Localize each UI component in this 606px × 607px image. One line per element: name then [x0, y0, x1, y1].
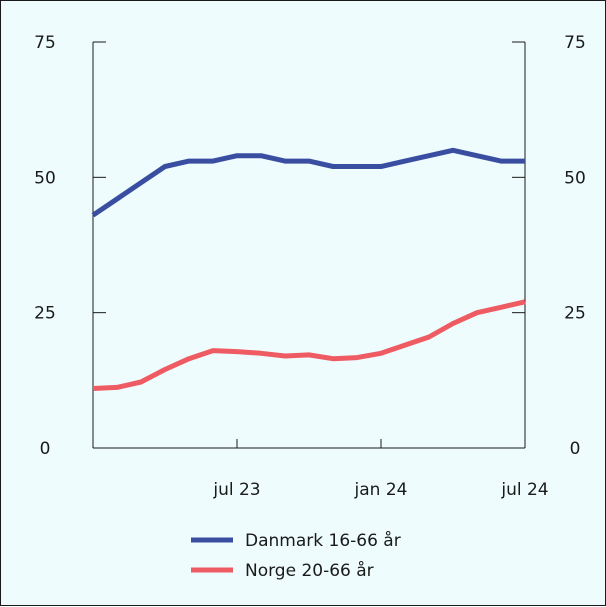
chart-axes: 0 0 25 25 50 50 75 75 jul 23 jan 24 jul 24	[34, 33, 586, 500]
legend-label-1: Norge 20-66 år	[245, 560, 374, 581]
x-tick-label: jul 23	[212, 480, 260, 500]
y-tick-label-left: 50	[34, 168, 56, 188]
y-tick-label-right: 25	[564, 304, 586, 324]
series-line-0	[91, 147, 525, 218]
x-tick-label: jul 24	[500, 480, 548, 500]
y-tick-label-right: 0	[570, 439, 581, 459]
y-tick-label-left: 0	[40, 439, 51, 459]
y-tick-label-left: 25	[34, 304, 56, 324]
chart-legend: Danmark 16-66 år Norge 20-66 år	[191, 530, 401, 581]
x-tick-label: jan 24	[354, 480, 408, 500]
chart-series	[91, 147, 526, 391]
y-tick-label-right: 75	[564, 33, 586, 53]
legend-label-0: Danmark 16-66 år	[245, 530, 401, 551]
y-tick-label-left: 75	[34, 33, 56, 53]
series-line-1	[92, 299, 526, 391]
y-tick-label-right: 50	[564, 168, 586, 188]
